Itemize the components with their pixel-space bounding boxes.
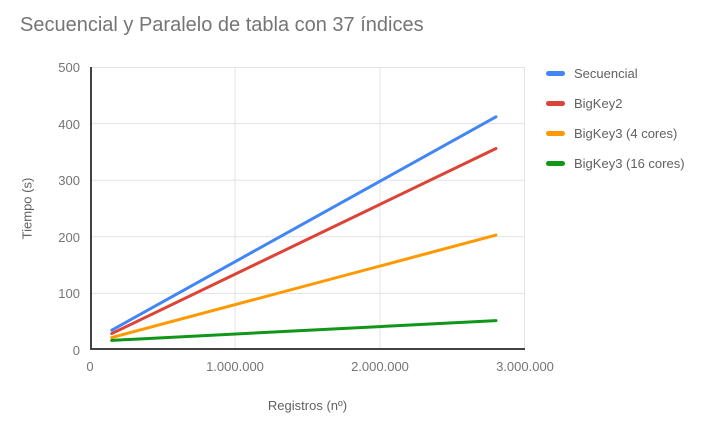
legend-swatch-icon	[546, 160, 565, 166]
series-line	[110, 115, 498, 332]
y-tick-label: 200	[58, 229, 80, 245]
x-tick-label: 3.000.000	[496, 359, 554, 374]
legend-item: BigKey3 (16 cores)	[546, 148, 685, 178]
y-tick-label: 400	[58, 116, 80, 132]
y-axis-title: Tiempo (s)	[19, 177, 35, 240]
legend-swatch-icon	[546, 100, 565, 106]
legend-label: BigKey3 (16 cores)	[574, 155, 685, 171]
x-tick-label: 0	[86, 359, 94, 374]
legend: Secuencial BigKey2 BigKey3 (4 cores) BigKey…	[546, 58, 685, 178]
chart-title: Secuencial y Paralelo de tabla con 37 ín…	[20, 14, 424, 36]
legend-label: BigKey2	[574, 95, 623, 111]
series-line	[110, 233, 498, 340]
y-tick-label: 0	[72, 343, 80, 358]
x-axis-title: Registros (nº)	[267, 398, 348, 413]
legend-label: Secuencial	[574, 65, 638, 81]
legend-swatch-icon	[546, 130, 565, 136]
y-tick-label: 300	[58, 173, 80, 189]
plot-canvas	[90, 67, 525, 350]
x-tick-label: 1.000.000	[206, 359, 264, 374]
legend-swatch-icon	[546, 70, 565, 76]
legend-item: BigKey2	[546, 88, 685, 118]
legend-label: BigKey3 (4 cores)	[574, 125, 678, 141]
series-line	[110, 147, 498, 336]
x-tick-label: 2.000.000	[351, 359, 409, 374]
plot-area	[90, 67, 525, 350]
legend-item: BigKey3 (4 cores)	[546, 118, 685, 148]
y-tick-label: 100	[58, 286, 80, 302]
series-line	[110, 319, 498, 342]
legend-item: Secuencial	[546, 58, 685, 88]
y-tick-label: 500	[58, 60, 80, 75]
